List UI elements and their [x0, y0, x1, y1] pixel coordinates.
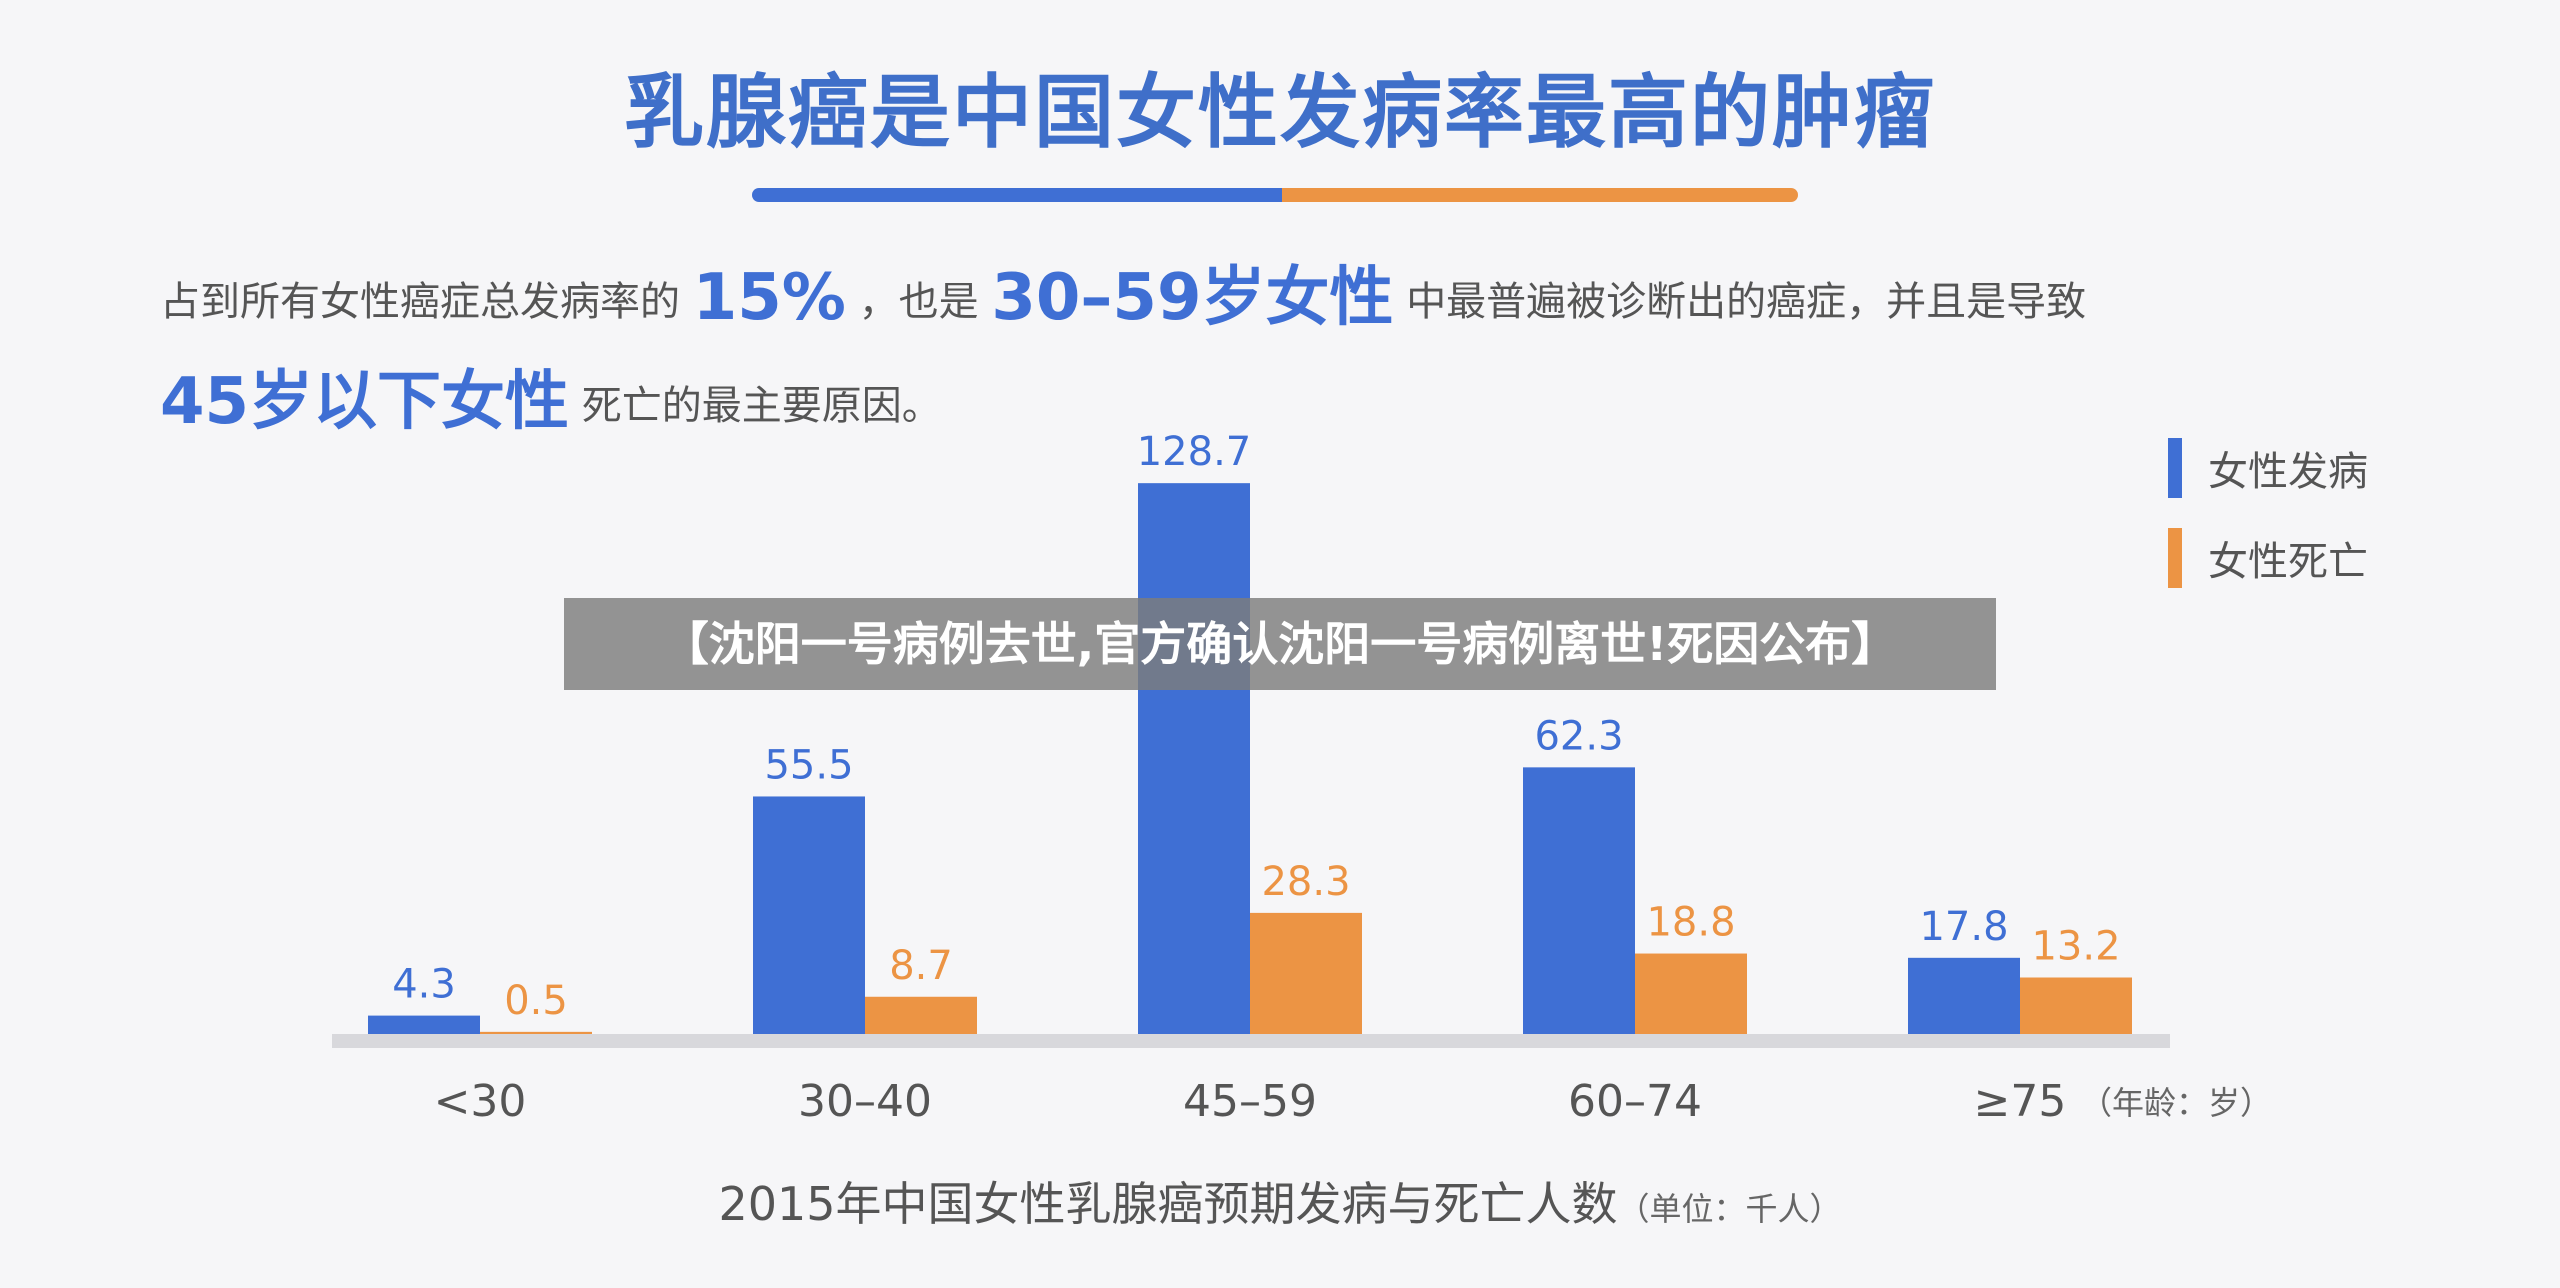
summary-text: 占到所有女性癌症总发病率的 15% ，也是 30–59岁女性 中最普遍被诊断出的… — [160, 248, 2400, 456]
x-tick-label-0: <30 — [434, 1076, 527, 1127]
chart-caption: 2015年中国女性乳腺癌预期发病与死亡人数（单位：千人） — [0, 1168, 2560, 1234]
legend-swatch-death — [2168, 528, 2182, 588]
title-underline-blue — [752, 188, 1282, 202]
page-title: 乳腺癌是中国女性发病率最高的肿瘤 — [624, 66, 1936, 159]
value-label-incidence-1: 55.5 — [764, 742, 853, 788]
x-tick-label-2: 45–59 — [1183, 1076, 1317, 1127]
value-label-death-2: 28.3 — [1261, 859, 1350, 905]
bar-death-3 — [1635, 953, 1747, 1034]
bar-death-4 — [2020, 977, 2132, 1034]
value-label-death-3: 18.8 — [1646, 900, 1735, 946]
chart-legend: 女性发病 女性死亡 — [2168, 438, 2368, 618]
summary-part-1: 占到所有女性癌症总发病率的 — [160, 279, 680, 325]
bar-incidence-1 — [753, 796, 865, 1034]
summary-part-4: 死亡的最主要原因。 — [581, 383, 942, 429]
value-label-incidence-4: 17.8 — [1919, 904, 2008, 950]
title-underline — [752, 188, 1798, 202]
legend-item-death: 女性死亡 — [2168, 528, 2368, 588]
summary-highlight-percent: 15% — [692, 261, 846, 335]
bar-death-2 — [1250, 912, 1362, 1034]
summary-part-3: 中最普遍被诊断出的癌症，并且是导致 — [1406, 279, 2087, 325]
value-label-incidence-3: 62.3 — [1534, 713, 1623, 759]
bar-death-0 — [480, 1031, 592, 1034]
legend-swatch-incidence — [2168, 438, 2182, 498]
bar-incidence-2 — [1138, 483, 1250, 1034]
legend-label-incidence: 女性发病 — [2208, 449, 2368, 495]
caption-unit: （单位：千人） — [1617, 1190, 1842, 1228]
value-label-death-1: 8.7 — [889, 943, 953, 989]
value-label-death-0: 0.5 — [504, 978, 568, 1024]
x-tick-label-3: 60–74 — [1568, 1076, 1702, 1127]
x-axis-unit-note: （年龄：岁） — [2080, 1084, 2272, 1122]
bar-incidence-0 — [368, 1015, 480, 1034]
news-headline-overlay: 【沈阳一号病例去世,官方确认沈阳一号病例离世!死因公布】 — [564, 598, 1996, 690]
caption-text: 2015年中国女性乳腺癌预期发病与死亡人数 — [718, 1177, 1618, 1231]
legend-label-death: 女性死亡 — [2208, 539, 2368, 585]
summary-highlight-under-45: 45岁以下女性 — [160, 365, 570, 439]
summary-highlight-age-range: 30–59岁女性 — [991, 261, 1394, 335]
value-label-incidence-0: 4.3 — [392, 962, 456, 1008]
title-underline-orange — [1282, 188, 1798, 202]
bar-incidence-4 — [1908, 957, 2020, 1034]
x-axis-baseline — [332, 1034, 2170, 1048]
value-label-death-4: 13.2 — [2031, 924, 2120, 970]
bar-death-1 — [865, 996, 977, 1034]
x-tick-label-4: ≥75 — [1974, 1076, 2067, 1127]
bar-incidence-3 — [1523, 767, 1635, 1034]
summary-part-2: ，也是 — [858, 279, 979, 325]
value-label-incidence-2: 128.7 — [1137, 429, 1252, 475]
x-tick-label-1: 30–40 — [798, 1076, 932, 1127]
legend-item-incidence: 女性发病 — [2168, 438, 2368, 498]
